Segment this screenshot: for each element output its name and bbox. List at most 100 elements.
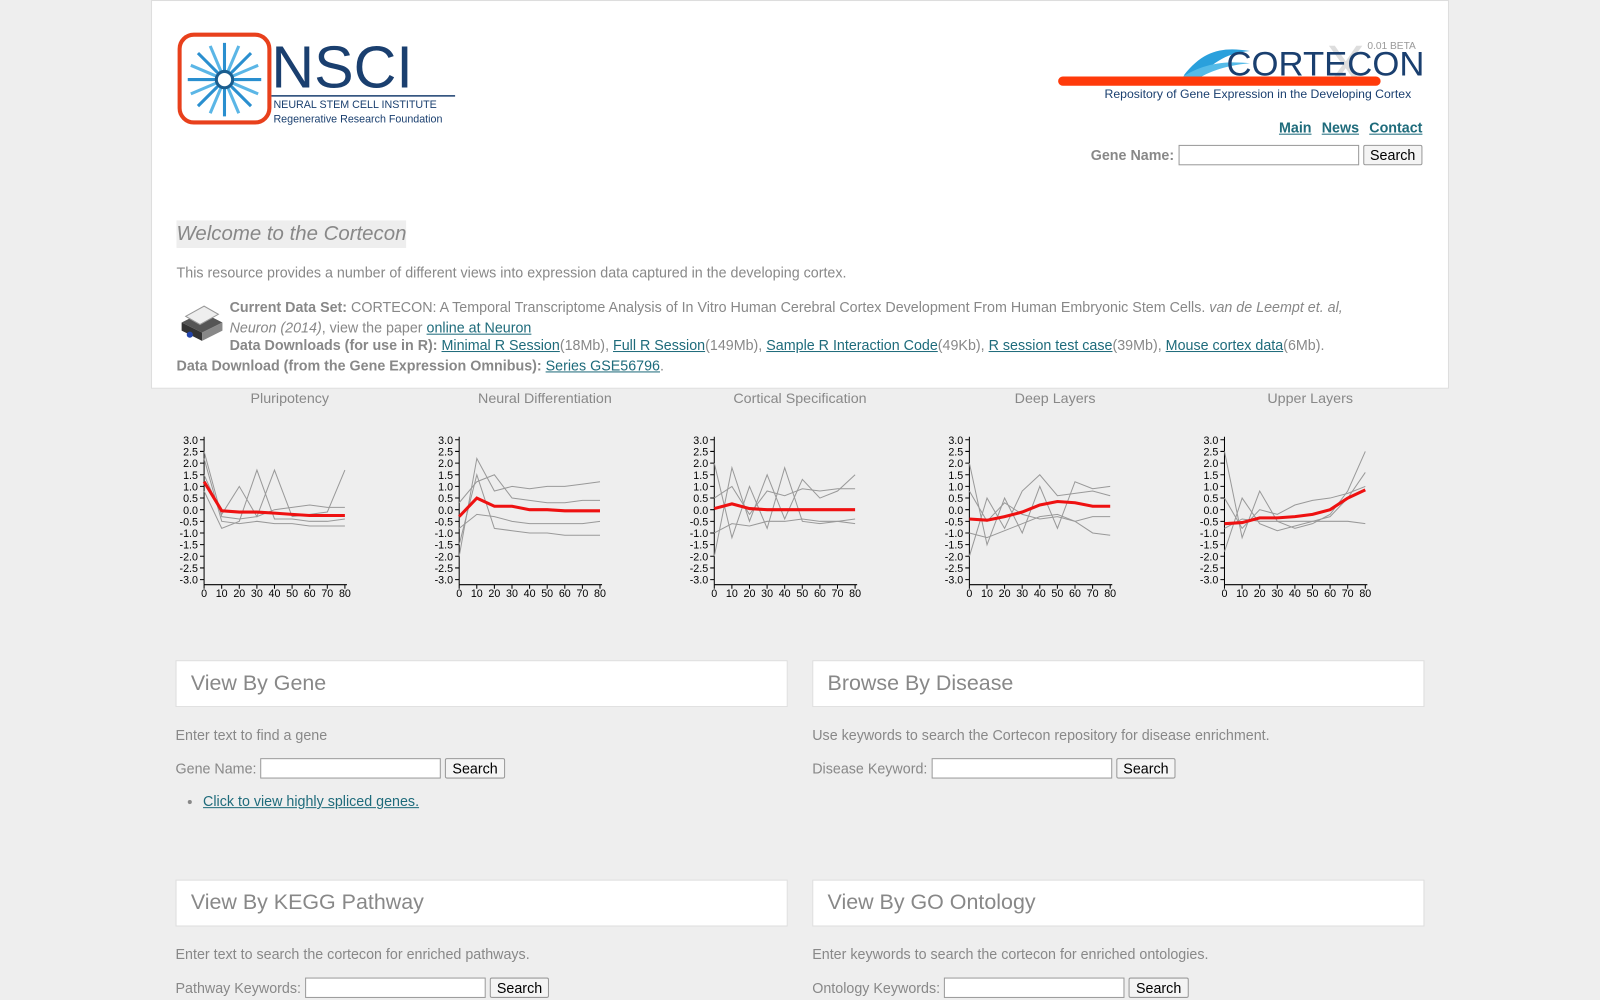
- series-line: [1224, 488, 1366, 526]
- panel-label: Pathway Keywords:: [175, 979, 301, 996]
- y-tick-label: 0.0: [438, 505, 453, 517]
- logo-subtitle: NEURAL STEM CELL INSTITUTE: [273, 99, 436, 111]
- nav-link[interactable]: Contact: [1369, 119, 1423, 136]
- nav-link[interactable]: Main: [1278, 119, 1312, 136]
- download-link[interactable]: Full R Session: [613, 336, 706, 354]
- geo-link[interactable]: Series GSE56796: [545, 357, 660, 374]
- y-tick-label: -1.0: [435, 528, 453, 540]
- x-tick-label: 50: [1307, 588, 1319, 600]
- search-input[interactable]: [1178, 144, 1359, 166]
- panel-input[interactable]: [260, 758, 442, 779]
- series-line: [968, 490, 1111, 523]
- series-line: [203, 458, 345, 527]
- y-tick-label: 1.0: [438, 481, 453, 493]
- x-tick-label: 30: [1016, 588, 1028, 600]
- y-tick-label: 2.0: [183, 458, 198, 470]
- paper-link[interactable]: online at Neuron: [426, 318, 532, 336]
- dataset-icon: [181, 305, 223, 341]
- panel-form: Ontology Keywords: Search: [812, 977, 1189, 998]
- y-tick-label: -1.5: [180, 540, 198, 552]
- y-tick-label: -1.5: [435, 540, 453, 552]
- x-tick-label: 30: [761, 588, 773, 600]
- x-tick-label: 30: [251, 588, 263, 600]
- y-tick-label: 0.0: [183, 505, 198, 517]
- y-tick-label: -1.0: [180, 528, 198, 540]
- y-tick-label: 0.5: [438, 493, 453, 505]
- panel-description: Enter keywords to search the cortecon fo…: [812, 945, 1209, 963]
- series-line: [203, 451, 345, 520]
- x-tick-label: 30: [1271, 588, 1283, 600]
- panel-button[interactable]: Search: [1116, 758, 1176, 779]
- download-link[interactable]: Minimal R Session: [441, 336, 560, 354]
- x-tick-label: 60: [304, 588, 316, 600]
- paper-prefix: , view the paper: [321, 318, 423, 336]
- panel-input[interactable]: [944, 977, 1125, 998]
- series-line: [203, 468, 345, 530]
- series-line: [458, 496, 600, 518]
- download-size: (6Mb).: [1283, 336, 1325, 354]
- y-tick-label: -3.0: [945, 575, 963, 587]
- panel-input[interactable]: [931, 758, 1113, 779]
- x-tick-label: 40: [524, 588, 536, 600]
- logo-tagline: Regenerative Research Foundation: [273, 113, 442, 125]
- panel-label: Disease Keyword:: [812, 760, 928, 777]
- panel-button[interactable]: Search: [489, 977, 550, 998]
- panel-input[interactable]: [305, 977, 486, 998]
- y-tick-label: 3.0: [948, 435, 963, 447]
- x-tick-label: 0: [711, 588, 717, 600]
- y-tick-label: -3.0: [690, 575, 708, 587]
- y-tick-label: -1.5: [1200, 540, 1218, 552]
- logo-x: X: [1327, 35, 1365, 99]
- header-search: Gene Name: Search: [1091, 144, 1423, 166]
- nsci-logo: NSCI NEURAL STEM CELL INSTITUTE Regenera…: [177, 32, 456, 125]
- series-line: [458, 513, 601, 529]
- panel-button[interactable]: Search: [1128, 977, 1189, 998]
- panel-link[interactable]: Click to view highly spliced genes.: [203, 792, 420, 810]
- x-tick-label: 70: [1087, 588, 1099, 600]
- x-tick-label: 80: [594, 588, 606, 600]
- x-tick-label: 70: [832, 588, 844, 600]
- chart-title: Deep Layers: [1015, 391, 1096, 407]
- y-tick-label: -2.0: [435, 551, 453, 563]
- y-tick-label: -2.0: [180, 551, 198, 563]
- y-tick-label: 0.5: [1203, 493, 1218, 505]
- downloads: Data Downloads (for use in R): Minimal R…: [230, 337, 1325, 353]
- y-tick-label: -2.5: [945, 563, 963, 575]
- y-tick-label: -2.5: [180, 563, 198, 575]
- series-line: [202, 480, 345, 518]
- version: 0.01 BETA: [1367, 41, 1416, 52]
- y-tick-label: -2.0: [690, 551, 708, 563]
- y-tick-label: 2.5: [183, 447, 198, 459]
- geo: Data Download (from the Gene Expression …: [177, 357, 664, 373]
- y-tick-label: -1.5: [690, 540, 708, 552]
- y-tick-label: 1.5: [438, 470, 453, 482]
- x-tick-label: 0: [456, 588, 462, 600]
- nav-link[interactable]: News: [1321, 119, 1360, 136]
- series-line: [458, 472, 600, 545]
- y-tick-label: -2.5: [1200, 563, 1218, 575]
- panel-title: Browse By Disease: [812, 660, 1425, 708]
- x-tick-label: 80: [339, 588, 351, 600]
- download-link[interactable]: Sample R Interaction Code: [766, 336, 938, 354]
- download-link[interactable]: Mouse cortex data: [1165, 336, 1284, 354]
- x-tick-label: 0: [201, 588, 207, 600]
- search-button[interactable]: Search: [1362, 144, 1423, 166]
- panel-form: Pathway Keywords: Search: [175, 977, 550, 998]
- y-tick-label: 0.0: [948, 505, 963, 517]
- x-tick-label: 60: [1069, 588, 1081, 600]
- y-tick-label: -1.0: [945, 528, 963, 540]
- series-line: [968, 462, 1111, 547]
- x-tick-label: 80: [1359, 588, 1371, 600]
- panel-description: Enter text to find a gene: [175, 726, 328, 743]
- series-line: [713, 465, 856, 557]
- download-link[interactable]: R session test case: [988, 336, 1113, 354]
- x-tick-label: 70: [1342, 588, 1354, 600]
- x-tick-label: 70: [321, 588, 333, 600]
- y-tick-label: 2.5: [948, 447, 963, 459]
- panel-button[interactable]: Search: [445, 758, 505, 779]
- download-size: (49Kb),: [937, 336, 985, 354]
- series-line: [714, 518, 856, 534]
- series-line: [458, 456, 601, 557]
- y-tick-label: -0.5: [690, 516, 708, 528]
